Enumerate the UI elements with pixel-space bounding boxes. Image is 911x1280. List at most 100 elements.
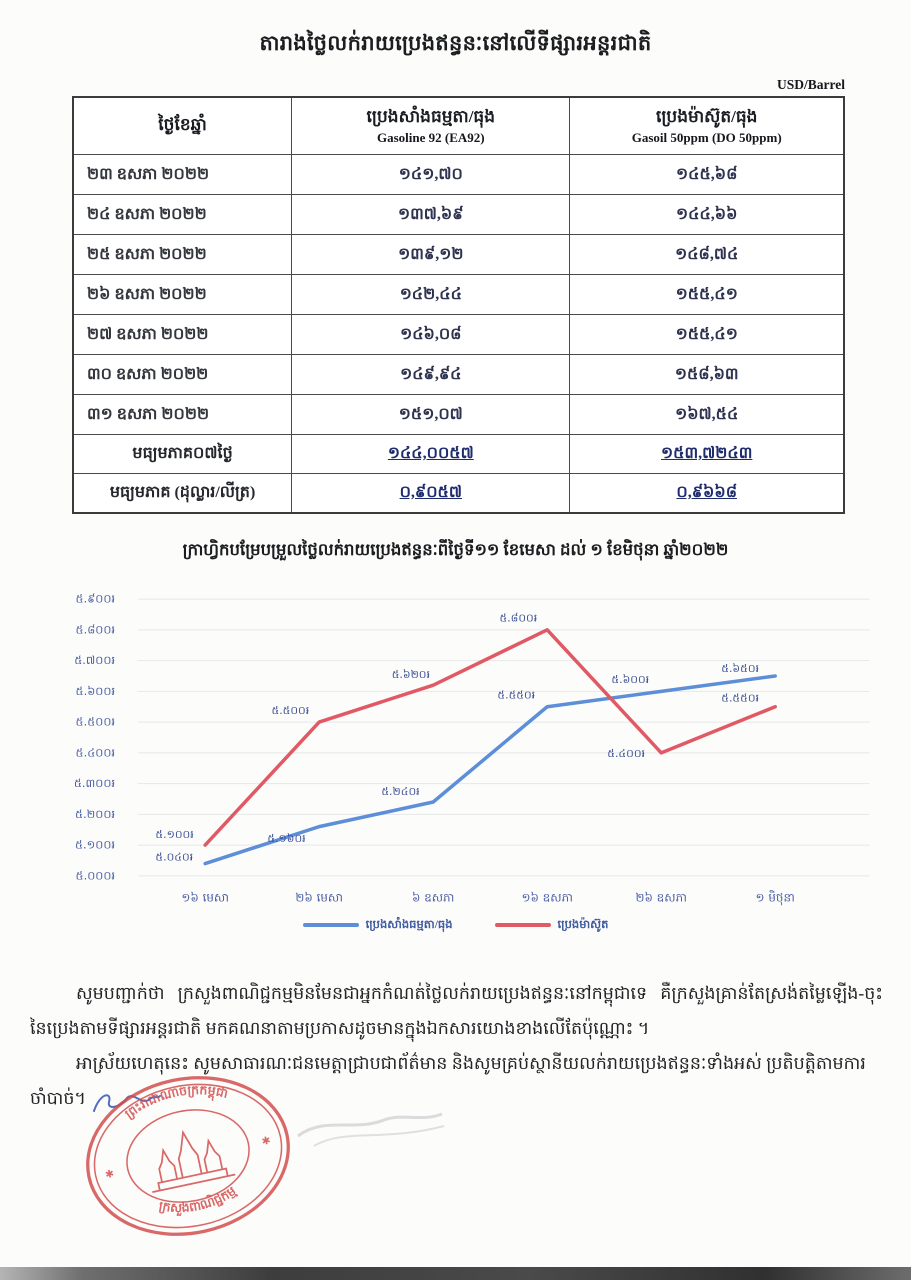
price-table-body: ២៣ ឧសភា ២០២២ ១៤១,៧០ ១៤៥,៦៨ ២៤ ឧសភា ២០២២ ១៣៧,… — [72, 154, 845, 514]
y-tick-label: ៥.០០០៛ — [76, 868, 115, 882]
y-tick-label: ៥.៧០០៛ — [74, 653, 115, 667]
col-header-gasoil-en: Gasoil 50ppm (DO 50ppm) — [631, 130, 782, 146]
legend-line-swatch — [494, 923, 551, 927]
summary-row: មធ្យមភាគ (ដុល្លារ/លីត្រ) ០,៩០៥៧ ០,៩៦៦៨ — [72, 473, 845, 514]
pencil-smudge — [297, 1112, 445, 1147]
table-row: ៣០ ឧសភា ២០២២ ១៤៩,៩៤ ១៥៨,៦៣ — [72, 354, 845, 395]
col-header-gasoil: ប្រេងម៉ាស៊ូត/ធុង Gasoil 50ppm (DO 50ppm) — [569, 96, 845, 155]
date-cell: ២៥ ឧសភា ២០២២ — [72, 234, 293, 275]
stamp-arc-bottom-text: ក្រសួងពាណិជ្ជកម្ម — [155, 1182, 241, 1222]
x-axis-label: ១៦ ឧសភា — [521, 891, 572, 905]
col-header-gasoline-kh: ប្រេងសាំងធម្មតា/ធុង — [366, 107, 496, 127]
gasoil-price-cell: ១៥៥,៤១ — [569, 314, 845, 355]
table-row: ៣១ ឧសភា ២០២២ ១៥១,០៧ ១៦៧,៥៤ — [72, 394, 845, 435]
summary-value-cell: ១៥៣,៧២៤៣ — [569, 434, 845, 474]
gasoline-price-cell: ១៤២,៤៤ — [291, 274, 571, 315]
gasoil-price-cell: ១៤៤,៦៦ — [569, 194, 845, 235]
gasoline-price-cell: ១៣៩,១២ — [291, 234, 571, 275]
date-cell: ២៤ ឧសភា ២០២២ — [72, 194, 293, 235]
gasoil-price-cell: ១៤៥,៦៨ — [569, 154, 845, 195]
summary-label-cell: មធ្យមភាគ (ដុល្លារ/លីត្រ) — [72, 473, 293, 514]
table-row: ២៥ ឧសភា ២០២២ ១៣៩,១២ ១៤៨,៧៤ — [72, 234, 845, 275]
gasoil-price-cell: ១៥៥,៤១ — [569, 274, 845, 315]
gasoline-price-cell: ១៣៧,៦៩ — [291, 194, 571, 235]
y-tick-label: ៥.៦០០៛ — [76, 684, 115, 698]
gasoline-price-cell: ១៤៦,០៨ — [291, 314, 571, 355]
y-tick-label: ៥.៥០០៛ — [76, 715, 115, 729]
table-row: ២៦ ឧសភា ២០២២ ១៤២,៤៤ ១៥៥,៤១ — [72, 274, 845, 315]
x-axis-label: ២៦ ឧសភា — [635, 891, 686, 905]
y-tick-label: ៥.៨០០៛ — [76, 622, 115, 636]
unit-label: USD/Barrel — [777, 77, 845, 92]
date-cell: ៣១ ឧសភា ២០២២ — [72, 394, 293, 435]
y-tick-label: ៥.៣០០៛ — [74, 776, 115, 790]
date-cell: ៣០ ឧសភា ២០២២ — [72, 354, 293, 395]
point-label: ៥.៨០០៛ — [500, 612, 538, 625]
point-label: ៥.៥០០៛ — [272, 704, 310, 717]
date-cell: ២៦ ឧសភា ២០២២ — [72, 274, 293, 315]
page-title: តារាងថ្លៃលក់រាយប្រេងឥន្ធនៈនៅលើទីផ្សារអន្… — [259, 31, 652, 55]
summary-row: មធ្យមភាគ០៧ថ្ងៃ ១៤៤,០០៥៧ ១៥៣,៧២៤៣ — [72, 434, 845, 474]
gasoline-price-cell: ១៤១,៧០ — [291, 154, 571, 195]
table-row: ២៤ ឧសភា ២០២២ ១៣៧,៦៩ ១៤៤,៦៦ — [72, 194, 845, 235]
closing-line: ចាំបាច់។ — [30, 1081, 883, 1116]
gasoil-price-cell: ១៦៧,៥៤ — [569, 394, 845, 435]
point-label: ៥.៦៥០៛ — [721, 662, 759, 675]
point-label: ៥.៥៥០៛ — [721, 692, 759, 705]
summary-value-cell: ០,៩៦៦៨ — [569, 473, 845, 514]
closing-word: ចាំបាច់។ — [30, 1088, 86, 1108]
date-cell: ២៧ ឧសភា ២០២២ — [72, 314, 293, 355]
footer-text: សូមបញ្ជាក់ថា ក្រសួងពាណិជ្ជកម្មមិនមែនជាអ្… — [30, 976, 883, 1081]
x-axis-label: ២៦ មេសា — [295, 891, 343, 905]
gasoil-price-cell: ១៤៨,៧៤ — [569, 234, 845, 275]
price-chart-svg: ៥.៩០០៛៥.៨០០៛៥.៧០០៛៥.៦០០៛៥.៥០០៛៥.៤០០៛៥.៣០… — [74, 592, 870, 906]
ink-signature — [92, 1093, 161, 1112]
footer-paragraph-1: សូមបញ្ជាក់ថា ក្រសួងពាណិជ្ជកម្មមិនមែនជាអ្… — [30, 983, 883, 1038]
stamp-temple-icon — [152, 1129, 236, 1193]
svg-text:ក្រសួងពាណិជ្ជកម្ម: ក្រសួងពាណិជ្ជកម្ម — [155, 1182, 241, 1222]
price-table: ថ្ងៃខែឆ្នាំ ប្រេងសាំងធម្មតា/ធុង Gasoline… — [72, 96, 845, 514]
summary-label-cell: មធ្យមភាគ០៧ថ្ងៃ — [72, 434, 293, 474]
chart-title: ក្រាហ្វិកបម្រែបម្រួលថ្លៃលក់រាយប្រេងឥន្ធន… — [182, 540, 729, 559]
gasoil-price-cell: ១៥៨,៦៣ — [569, 354, 845, 395]
date-cell: ២៣ ឧសភា ២០២២ — [72, 154, 293, 195]
point-label: ៥.១០០៛ — [155, 828, 193, 841]
stamp-star-left: ✱ — [104, 1168, 115, 1182]
gasoline-price-cell: ១៤៩,៩៤ — [291, 354, 571, 395]
col-header-gasoline: ប្រេងសាំងធម្មតា/ធុង Gasoline 92 (EA92) — [291, 96, 571, 155]
legend-item-gasoil: ប្រេងម៉ាស៊ូត — [494, 917, 609, 934]
point-label: ៥.១៦០៛ — [267, 832, 305, 845]
footer-paragraph-2: អាស្រ័យហេតុនេះ សូមសាធារណៈជនមេត្តាជ្រាបជា… — [76, 1053, 866, 1073]
y-tick-label: ៥.៤០០៛ — [76, 745, 115, 759]
col-header-gasoline-en: Gasoline 92 (EA92) — [376, 130, 485, 146]
legend-label: ប្រេងម៉ាស៊ូត — [557, 918, 609, 931]
legend-line-swatch — [302, 923, 359, 927]
chart-legend: ប្រេងសាំងធម្មតា/ធុង ប្រេងម៉ាស៊ូត — [0, 914, 911, 936]
y-tick-label: ៥.២០០៛ — [75, 807, 115, 821]
point-label: ៥.៦២០៛ — [392, 668, 430, 681]
summary-value-cell: ១៤៤,០០៥៧ — [291, 434, 571, 474]
point-label: ៥.៥៥០៛ — [497, 688, 535, 701]
gasoline-price-cell: ១៥១,០៧ — [291, 394, 571, 435]
legend-label: ប្រេងសាំងធម្មតា/ធុង — [365, 918, 453, 931]
x-axis-label: ៦ ឧសភា — [412, 891, 454, 905]
point-label: ៥.៦០០៛ — [611, 673, 649, 686]
point-label: ៥.៤០០៛ — [607, 747, 645, 760]
x-axis-label: ១ មិថុនា — [756, 890, 795, 906]
table-row: ២៣ ឧសភា ២០២២ ១៤១,៧០ ១៤៥,៦៨ — [72, 154, 845, 195]
table-row: ២៧ ឧសភា ២០២២ ១៤៦,០៨ ១៥៥,៤១ — [72, 314, 845, 355]
summary-value-cell: ០,៩០៥៧ — [291, 473, 571, 514]
point-label: ៥.០៤០៛ — [155, 850, 193, 863]
price-table-header: ថ្ងៃខែឆ្នាំ ប្រេងសាំងធម្មតា/ធុង Gasoline… — [72, 96, 845, 155]
official-stamp: ព្រះរាជាណាចក្រកម្ពុជា ក្រសួងពាណិជ្ជកម្ម … — [67, 1052, 309, 1260]
col-header-date: ថ្ងៃខែឆ្នាំ — [72, 96, 293, 155]
point-label: ៥.២៤០៛ — [381, 785, 419, 798]
x-axis-label: ១៦ មេសា — [181, 891, 229, 905]
gasoline-line — [203, 674, 777, 866]
y-tick-label: ៥.១០០៛ — [75, 838, 115, 852]
stamp-star-right: ✱ — [261, 1134, 272, 1148]
gasoil-line — [203, 628, 777, 847]
y-tick-label: ៥.៩០០៛ — [76, 592, 115, 606]
legend-item-gasoline: ប្រេងសាំងធម្មតា/ធុង — [302, 917, 453, 934]
